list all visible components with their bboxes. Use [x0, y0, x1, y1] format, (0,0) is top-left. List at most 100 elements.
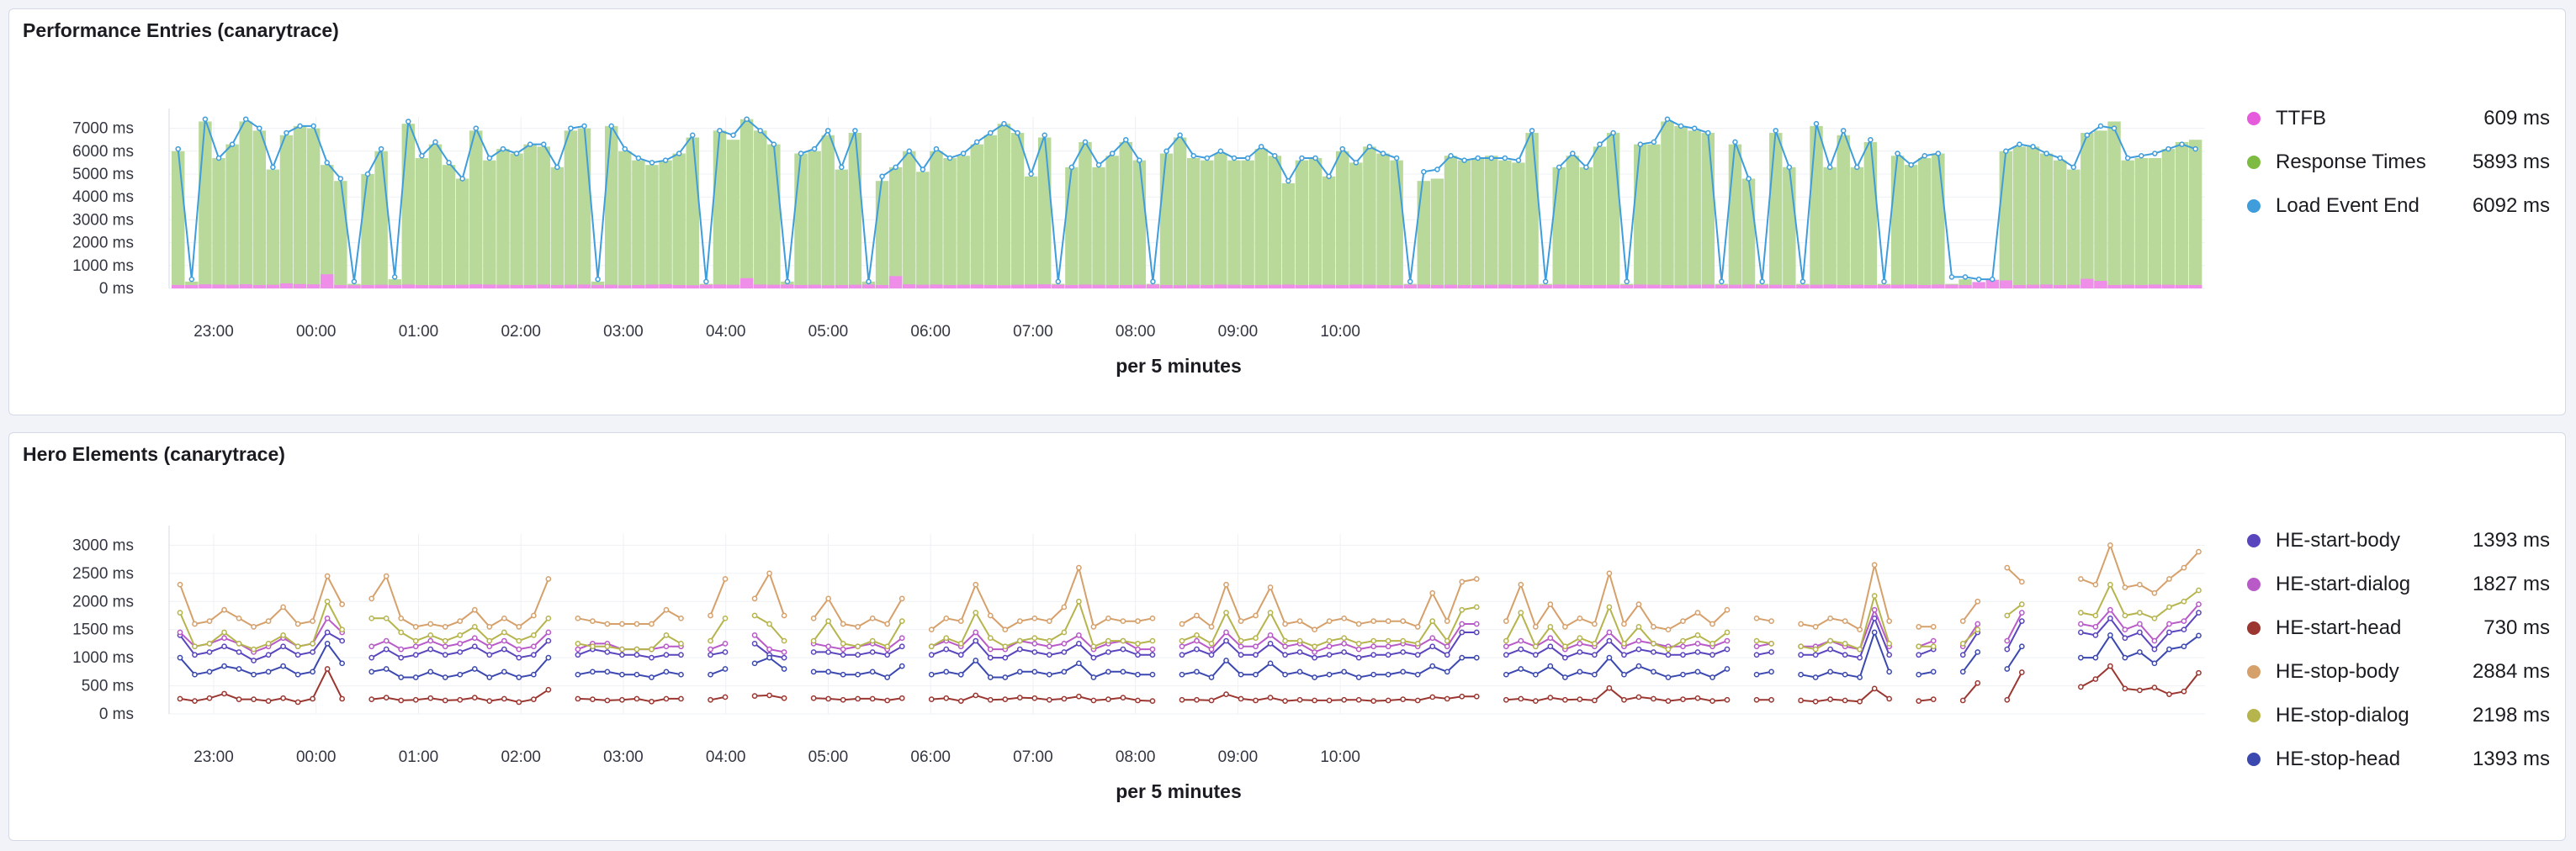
he-start-body-point: [1296, 649, 1303, 655]
response-times-bar: [172, 151, 185, 288]
legend-item-he-stop-dialog[interactable]: HE-stop-dialog 2198 ms: [2247, 702, 2550, 727]
ttfb-bar: [2094, 281, 2107, 288]
he-start-dialog-point: [1179, 643, 1185, 650]
load-event-end-point: [662, 157, 669, 163]
he-start-head-point: [1562, 696, 1568, 703]
he-stop-dialog-point: [1635, 623, 1642, 630]
he-start-head-point: [1312, 697, 1317, 704]
he-stop-head-point: [442, 674, 448, 680]
he-start-body-point: [781, 654, 787, 661]
legend-item-load-event-end[interactable]: Load Event End 6092 ms: [2247, 193, 2550, 218]
he-stop-body-point: [1061, 604, 1068, 610]
ttfb-bar: [1281, 284, 1296, 288]
load-event-end-point: [1448, 152, 1454, 159]
load-event-end-point: [1068, 164, 1075, 171]
load-event-end-point: [1583, 164, 1589, 171]
he-stop-dialog-point: [294, 643, 301, 650]
ttfb-bar: [591, 284, 605, 288]
he-stop-dialog-point: [2018, 601, 2025, 607]
ttfb-bar: [1159, 284, 1174, 288]
load-event-end-point: [513, 151, 520, 156]
y-tick-label: 7000 ms: [72, 120, 134, 138]
response-times-bar: [645, 165, 659, 288]
he-stop-dialog-point: [1724, 629, 1731, 636]
he-stop-body-point: [1459, 579, 1466, 585]
he-stop-dialog-point: [1149, 637, 1156, 644]
load-event-end-point: [1339, 145, 1346, 152]
ttfb-bar: [794, 284, 808, 288]
load-event-end-point: [649, 160, 655, 166]
he-start-dialog-point: [501, 637, 507, 644]
ttfb-bar: [1877, 284, 1891, 288]
he-stop-body-point: [1031, 615, 1038, 621]
legend-item-response-times[interactable]: Response Times 5893 ms: [2247, 149, 2550, 174]
he-stop-dialog-point: [1061, 629, 1068, 636]
response-times-bar: [1037, 137, 1052, 288]
load-event-end-point: [1746, 176, 1752, 182]
he-start-head-point: [1341, 696, 1347, 703]
ttfb-bar: [1552, 284, 1566, 288]
ttfb-bar: [306, 284, 321, 288]
load-event-end-point: [1177, 132, 1183, 139]
load-event-end-point: [1637, 141, 1644, 147]
legend-item-ttfb[interactable]: TTFB 609 ms: [2247, 105, 2550, 130]
he-stop-body-point: [1694, 610, 1701, 616]
he-start-head-point: [2122, 685, 2128, 692]
he-stop-head-point: [1592, 671, 1598, 678]
he-start-body-point: [575, 652, 581, 658]
he-stop-dialog-point: [604, 643, 611, 650]
he-stop-body-point: [649, 621, 655, 627]
he-start-dialog-point: [722, 641, 729, 647]
legend-item-he-stop-head[interactable]: HE-stop-head 1393 ms: [2247, 746, 2550, 771]
he-stop-head-point: [973, 658, 979, 663]
he-start-head-point: [1665, 698, 1672, 704]
he-start-head-point: [1002, 696, 1009, 702]
he-start-dialog-point: [2166, 621, 2172, 627]
he-start-dialog-point: [1223, 629, 1229, 636]
he-start-dialog-point: [2122, 626, 2128, 633]
he-start-body-point: [545, 637, 552, 644]
he-stop-head-point: [1341, 669, 1347, 675]
he-start-body-point: [1694, 649, 1701, 655]
he-stop-head-point: [855, 671, 861, 678]
he-start-head-point: [1267, 695, 1274, 700]
load-event-end-point: [1217, 148, 1224, 155]
ttfb-bar: [1295, 284, 1309, 288]
he-stop-dialog-point: [1120, 637, 1126, 644]
ttfb-bar: [2175, 284, 2189, 288]
he-start-head-point: [1709, 698, 1715, 704]
performance-entries-chart[interactable]: 0 ms 1000 ms 2000 ms 3000 ms 4000 ms 5000 ms 6…: [9, 9, 2230, 416]
load-event-end-point: [1258, 144, 1264, 150]
he-stop-head-point: [2137, 649, 2143, 655]
ttfb-bar: [1904, 284, 1918, 288]
legend-item-he-start-body[interactable]: HE-start-body 1393 ms: [2247, 527, 2550, 552]
he-stop-dialog-point: [236, 641, 242, 647]
load-event-end-point: [744, 116, 750, 122]
he-start-body-point: [943, 646, 950, 653]
legend-item-he-start-head[interactable]: HE-start-head 730 ms: [2247, 615, 2550, 640]
he-stop-dialog-point: [678, 641, 684, 647]
he-start-dialog-point: [2004, 637, 2011, 644]
hero-elements-chart[interactable]: 0 ms 500 ms 1000 ms 1500 ms 2000 ms 2500 ms 30…: [9, 433, 2230, 842]
legend-label: HE-start-body: [2276, 529, 2401, 552]
he-start-body-point: [1812, 652, 1819, 658]
he-stop-dialog-point: [1886, 641, 1893, 647]
ttfb-bar: [1457, 284, 1471, 288]
he-stop-body-point: [928, 626, 935, 633]
he-start-body-point: [663, 652, 670, 658]
he-start-dialog-point: [1355, 646, 1362, 653]
ttfb-bar: [1634, 284, 1647, 288]
ttfb-bar: [455, 284, 469, 288]
he-start-body-point: [1577, 649, 1583, 655]
response-times-bar: [1674, 125, 1688, 288]
legend-item-he-stop-body[interactable]: HE-stop-body 2884 ms: [2247, 658, 2550, 684]
he-stop-body-point: [1871, 562, 1878, 568]
he-start-dialog-point: [973, 629, 979, 636]
he-stop-body-point: [1768, 618, 1774, 625]
he-stop-body-point: [471, 606, 478, 613]
he-stop-head-point: [678, 671, 684, 678]
he-stop-head-point: [575, 671, 581, 678]
legend-item-he-start-dialog[interactable]: HE-start-dialog 1827 ms: [2247, 571, 2550, 596]
response-times-bar: [1918, 157, 1932, 288]
he-stop-body-point: [619, 621, 625, 627]
